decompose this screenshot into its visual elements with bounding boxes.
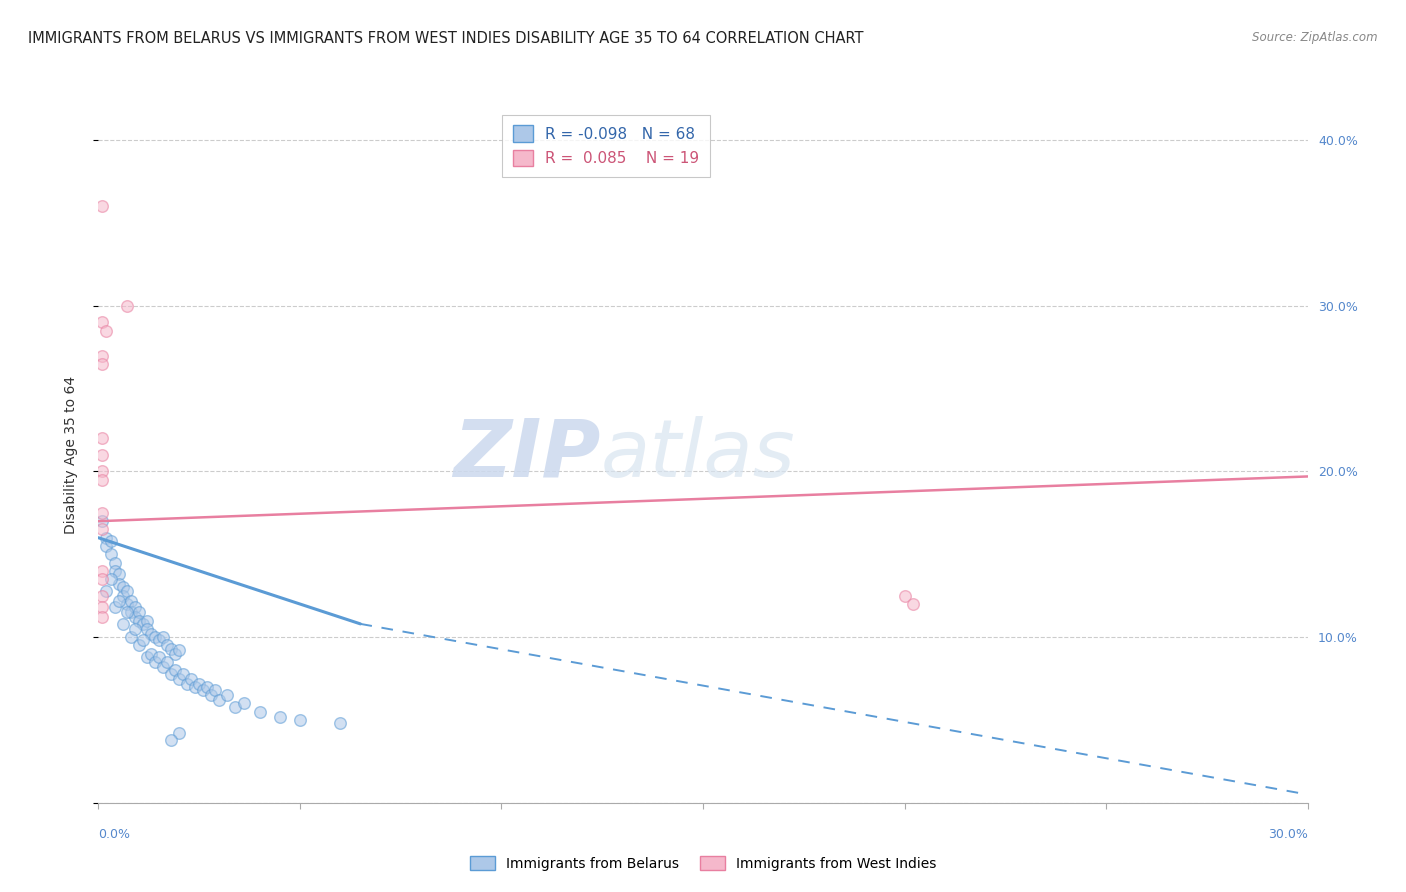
Point [91, 349, 114, 363]
Point [111, 616, 134, 631]
Point [160, 732, 183, 747]
Point [156, 655, 179, 669]
Point [107, 567, 129, 582]
Point [100, 572, 122, 586]
Point [148, 633, 170, 648]
Point [120, 593, 142, 607]
Point [103, 556, 125, 570]
Text: IMMIGRANTS FROM BELARUS VS IMMIGRANTS FROM WEST INDIES DISABILITY AGE 35 TO 64 C: IMMIGRANTS FROM BELARUS VS IMMIGRANTS FR… [28, 31, 863, 46]
Point [176, 676, 198, 690]
Point [152, 630, 174, 644]
Text: ZIP: ZIP [453, 416, 600, 494]
Point [156, 639, 179, 653]
Point [139, 647, 162, 661]
Y-axis label: Disability Age 35 to 64: Disability Age 35 to 64 [63, 376, 77, 534]
Point [193, 683, 215, 698]
Point [269, 709, 291, 723]
Text: Source: ZipAtlas.com: Source: ZipAtlas.com [1253, 31, 1378, 45]
Point [163, 647, 186, 661]
Point [901, 597, 924, 611]
Point [103, 600, 125, 615]
Point [91, 315, 114, 329]
Point [128, 639, 150, 653]
Point [115, 605, 138, 619]
Point [91, 514, 114, 528]
Point [132, 633, 155, 648]
Point [96, 531, 118, 545]
Point [100, 547, 122, 561]
Point [91, 465, 114, 479]
Point [115, 583, 138, 598]
Point [249, 705, 271, 719]
Point [128, 605, 150, 619]
Point [224, 699, 246, 714]
Point [200, 688, 222, 702]
Point [124, 610, 146, 624]
Point [91, 564, 114, 578]
Point [893, 589, 915, 603]
Point [91, 600, 114, 615]
Point [167, 643, 190, 657]
Point [167, 726, 190, 740]
Point [167, 672, 190, 686]
Point [128, 614, 150, 628]
Point [160, 641, 183, 656]
Text: atlas: atlas [600, 416, 794, 494]
Point [91, 589, 114, 603]
Point [184, 680, 207, 694]
Point [188, 676, 211, 690]
Point [124, 600, 146, 615]
Point [160, 666, 183, 681]
Point [139, 627, 162, 641]
Point [232, 697, 254, 711]
Point [208, 693, 231, 707]
Point [135, 650, 157, 665]
Point [96, 583, 118, 598]
Point [288, 713, 311, 727]
Point [115, 597, 138, 611]
Point [132, 616, 155, 631]
Point [103, 564, 125, 578]
Point [91, 572, 114, 586]
Point [217, 688, 239, 702]
Point [195, 680, 218, 694]
Point [111, 589, 134, 603]
Point [91, 473, 114, 487]
Point [91, 357, 114, 371]
Point [100, 534, 122, 549]
Point [91, 506, 114, 520]
Point [143, 655, 166, 669]
Point [180, 672, 202, 686]
Legend: R = -0.098   N = 68, R =  0.085    N = 19: R = -0.098 N = 68, R = 0.085 N = 19 [502, 115, 710, 177]
Point [91, 199, 114, 213]
Point [91, 431, 114, 445]
Legend: Immigrants from Belarus, Immigrants from West Indies: Immigrants from Belarus, Immigrants from… [464, 850, 942, 876]
Text: 0.0%: 0.0% [98, 828, 131, 841]
Point [91, 523, 114, 537]
Point [91, 610, 114, 624]
Point [120, 630, 142, 644]
Point [115, 299, 138, 313]
Point [135, 614, 157, 628]
Point [329, 716, 352, 731]
Point [135, 622, 157, 636]
Point [96, 324, 118, 338]
Point [124, 622, 146, 636]
Point [107, 593, 129, 607]
Point [172, 666, 194, 681]
Point [148, 650, 170, 665]
Point [152, 660, 174, 674]
Point [111, 581, 134, 595]
Point [96, 539, 118, 553]
Point [143, 630, 166, 644]
Text: 30.0%: 30.0% [1268, 828, 1308, 841]
Point [163, 663, 186, 677]
Point [107, 577, 129, 591]
Point [91, 448, 114, 462]
Point [120, 605, 142, 619]
Point [204, 683, 226, 698]
